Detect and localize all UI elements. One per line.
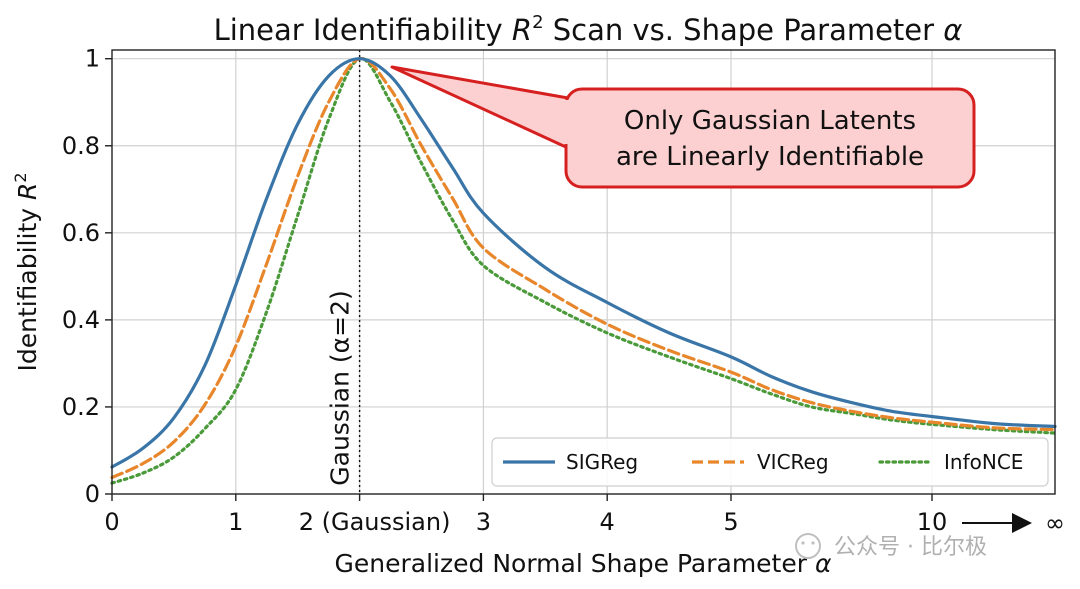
callout-line-1: Only Gaussian Latents <box>624 106 916 136</box>
x-tick-label: 3 <box>476 508 491 536</box>
wechat-icon <box>795 533 821 559</box>
y-tick-label: 0.8 <box>62 132 100 160</box>
chart-title: Linear Identifiability R2 Scan vs. Shape… <box>214 12 963 47</box>
series-line-sigreg <box>110 57 1057 469</box>
x-tick-label: 0 <box>104 508 119 536</box>
series-line-vicreg <box>110 57 1057 480</box>
x-axis-label: Generalized Normal Shape Parameter α <box>335 549 832 578</box>
x-tick-label: 5 <box>723 508 738 536</box>
y-axis-label: Identifiability R2 <box>11 172 42 371</box>
gaussian-line-label: Gaussian (α=2) <box>326 290 355 485</box>
y-tick-label: 0 <box>85 480 100 508</box>
y-tick-label: 1 <box>85 45 100 73</box>
ticks: 0 1 2 (Gaussian) 3 4 5 10 0 0.2 0.4 0.6 0.8 1 <box>62 45 947 536</box>
legend-label-infonce: InfoNCE <box>944 450 1023 474</box>
y-tick-label: 0.4 <box>62 306 100 334</box>
legend: SIGReg VICReg InfoNCE <box>491 437 1049 487</box>
callout-pointer <box>390 65 570 150</box>
watermark-text: 公众号 · 比尔极 <box>834 535 987 560</box>
callout-box <box>564 87 976 189</box>
infinity-label: ∞ <box>1045 509 1065 537</box>
series-line-infonce <box>110 57 1057 485</box>
plot-frame <box>111 49 1056 495</box>
x-tick-label: 2 (Gaussian) <box>299 508 451 536</box>
x-tick-label: 4 <box>600 508 615 536</box>
annotation-callout: Only Gaussian Latents are Linearly Ident… <box>390 65 976 189</box>
legend-label-vicreg: VICReg <box>757 450 829 474</box>
x-tick-label: 1 <box>228 508 243 536</box>
legend-label-sigreg: SIGReg <box>566 450 638 474</box>
plot-lines <box>110 50 1057 494</box>
legend-box <box>491 437 1049 487</box>
y-tick-label: 0.2 <box>62 393 100 421</box>
callout-line-2: are Linearly Identifiable <box>616 142 924 172</box>
y-tick-label: 0.6 <box>62 219 100 247</box>
x-tick-label: 10 <box>917 508 948 536</box>
watermark: 公众号 · 比尔极 <box>795 533 987 560</box>
